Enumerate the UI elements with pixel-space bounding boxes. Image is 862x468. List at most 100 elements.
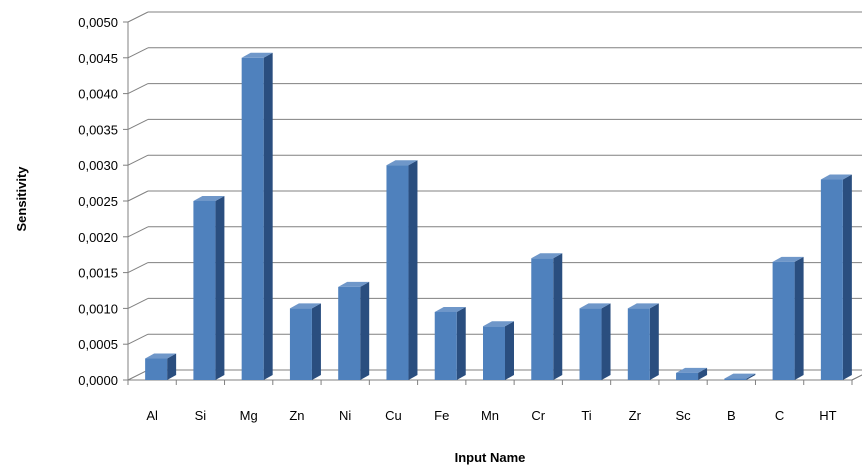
bar-side <box>263 52 273 381</box>
x-tick-label: HT <box>819 408 836 423</box>
gridline-depth <box>127 83 149 95</box>
x-tick-label: Si <box>195 408 207 423</box>
y-tick-label: 0,0020 <box>78 230 118 245</box>
bar-front <box>434 311 457 380</box>
bar-zn <box>289 303 321 380</box>
gridline-depth <box>127 297 149 309</box>
bar-top <box>289 303 321 309</box>
gridline-depth <box>127 47 149 59</box>
y-tick-label: 0,0050 <box>78 15 118 30</box>
x-tick-label: B <box>727 408 736 423</box>
bar-top <box>145 353 177 359</box>
bar-side <box>360 281 370 380</box>
bar-side <box>746 373 756 380</box>
bar-sc <box>676 367 708 380</box>
bar-top <box>772 256 804 262</box>
y-tick-labels: 0,0000 0,0005 0,0010 0,0015 0,0020 0,0025 0,00… <box>78 15 118 388</box>
bar-front <box>145 358 168 380</box>
x-tick-label: Ni <box>339 408 351 423</box>
gridline-depth <box>127 11 149 23</box>
bar-side <box>311 303 321 380</box>
x-tick-label: Zr <box>629 408 642 423</box>
bar-front <box>579 308 602 380</box>
x-tick-label: Fe <box>434 408 449 423</box>
x-tick-label: Cu <box>385 408 402 423</box>
bar-front <box>386 165 409 380</box>
x-tick-label: Cr <box>531 408 545 423</box>
bar-top <box>338 281 370 287</box>
bar-side <box>167 353 177 380</box>
gridline-depth <box>127 333 149 345</box>
bar-front <box>724 378 747 380</box>
bar-fe <box>434 306 466 380</box>
x-tick-label: Ti <box>581 408 591 423</box>
bar-top <box>820 174 852 180</box>
bar-top <box>676 367 708 373</box>
bars <box>145 52 852 381</box>
bar-cu <box>386 160 418 380</box>
bar-cr <box>531 253 563 380</box>
bar-top <box>241 52 273 58</box>
bar-c <box>772 256 804 380</box>
bar-front <box>193 201 216 380</box>
bar-ht <box>820 174 852 380</box>
bar-side <box>698 367 708 380</box>
bar-side <box>842 174 852 380</box>
x-tick-label: Al <box>146 408 158 423</box>
bar-top <box>483 321 514 327</box>
bar-si <box>193 196 225 380</box>
y-tick-label: 0,0000 <box>78 373 118 388</box>
y-tick-label: 0,0040 <box>78 87 118 102</box>
bar-side <box>649 303 659 380</box>
bar-mg <box>241 52 273 381</box>
gridline-depth <box>127 262 149 274</box>
bar-front <box>627 308 650 380</box>
gridline-depth <box>127 118 149 130</box>
bar-side <box>408 160 418 380</box>
x-tick-label: Sc <box>675 408 691 423</box>
bar-top <box>386 160 418 166</box>
gridline-depth <box>127 190 149 202</box>
bar-top <box>627 303 659 309</box>
bar-b <box>724 373 756 380</box>
y-tick-label: 0,0005 <box>78 337 118 352</box>
bar-side <box>601 303 611 380</box>
bar-zr <box>627 303 659 380</box>
x-tick-label: Mn <box>481 408 499 423</box>
bar-front <box>289 308 312 380</box>
bar-top <box>724 373 756 379</box>
y-tick-label: 0,0015 <box>78 266 118 281</box>
y-tick-label: 0,0025 <box>78 194 118 209</box>
bar-mn <box>483 321 514 380</box>
gridlines <box>127 11 862 345</box>
bar-side <box>553 253 563 380</box>
bar-top <box>434 306 466 312</box>
x-tick-labels: Al Si Mg Zn Ni Cu Fe Mn Cr Ti Zr Sc B C HT <box>146 408 836 423</box>
bar-ti <box>579 303 611 380</box>
y-tick-label: 0,0035 <box>78 122 118 137</box>
gridline-depth <box>127 226 149 238</box>
x-axis-depth-edge <box>851 374 862 381</box>
x-axis-title: Input Name <box>455 450 526 465</box>
gridline-depth <box>127 154 149 166</box>
bar-front <box>772 261 795 380</box>
bar-front <box>531 258 554 380</box>
bar-side <box>215 196 225 380</box>
bar-top <box>579 303 611 309</box>
bar-side <box>456 306 466 380</box>
x-tick-label: Zn <box>289 408 304 423</box>
bar-al <box>145 353 177 380</box>
bar-side <box>505 321 514 380</box>
y-tick-label: 0,0030 <box>78 158 118 173</box>
x-tick-label: Mg <box>240 408 258 423</box>
bar-front <box>676 372 699 380</box>
bar-front <box>338 286 361 380</box>
bar-top <box>531 253 563 259</box>
bar-front <box>483 326 505 380</box>
bar-ni <box>338 281 370 380</box>
y-axis-title: Sensitivity <box>14 166 29 232</box>
y-tick-label: 0,0045 <box>78 51 118 66</box>
x-tick-label: C <box>775 408 784 423</box>
bar-front <box>241 57 264 381</box>
